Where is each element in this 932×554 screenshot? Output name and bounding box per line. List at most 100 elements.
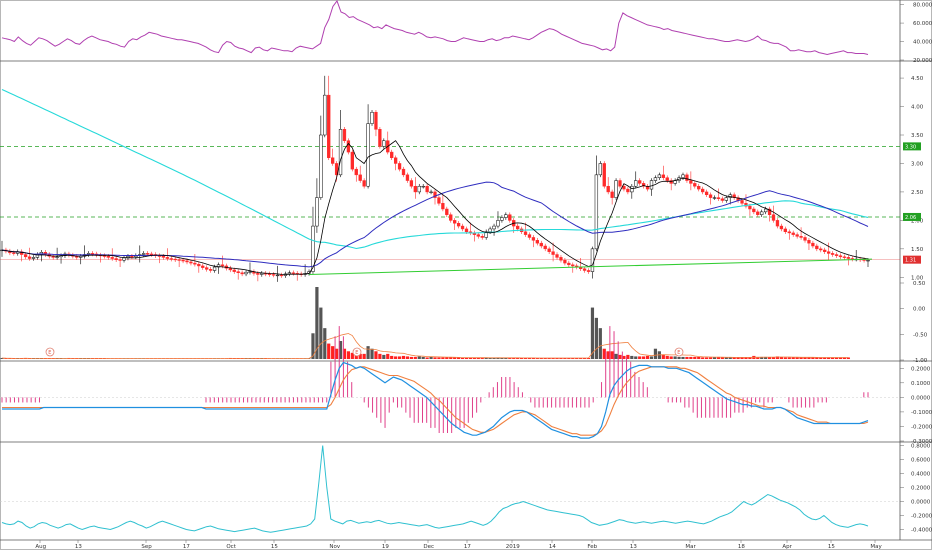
volume-bar bbox=[827, 357, 831, 359]
price-candle bbox=[704, 191, 709, 196]
price-candle bbox=[618, 180, 622, 187]
volume-bar bbox=[571, 357, 575, 359]
macd-tick-label: 0.2000 bbox=[911, 366, 931, 372]
price-candle bbox=[31, 257, 36, 259]
price-level-label: 1.31 bbox=[905, 258, 916, 264]
volume-bar bbox=[374, 351, 378, 359]
price-tick-label: 1.50 bbox=[911, 247, 924, 253]
price-candle bbox=[689, 180, 693, 184]
volume-bar bbox=[555, 357, 559, 359]
price-candle bbox=[779, 225, 784, 230]
price-candle bbox=[256, 273, 260, 275]
volume-bar bbox=[756, 356, 760, 359]
price-candle bbox=[413, 185, 417, 193]
price-tick-label: 2.00 bbox=[911, 218, 924, 224]
price-candle bbox=[149, 253, 154, 256]
volume-bar bbox=[724, 357, 728, 359]
volume-bar bbox=[523, 357, 528, 359]
price-candle bbox=[114, 258, 118, 260]
price-candle bbox=[823, 249, 827, 252]
price-candle bbox=[110, 257, 114, 259]
volume-bar bbox=[334, 348, 339, 359]
volume-bar bbox=[590, 307, 595, 359]
volume-bar bbox=[677, 356, 681, 359]
price-candle bbox=[429, 191, 433, 193]
price-candle bbox=[830, 253, 835, 255]
volume-bar bbox=[409, 356, 413, 359]
volume-bar bbox=[319, 307, 323, 359]
price-candle bbox=[362, 180, 366, 187]
price-candle bbox=[193, 262, 197, 265]
macd-tick-label: 0.0000 bbox=[911, 395, 931, 401]
price-candle bbox=[287, 272, 292, 275]
volume-bar bbox=[476, 357, 480, 359]
price-candle bbox=[228, 267, 232, 271]
price-candle bbox=[622, 185, 626, 190]
price-candle bbox=[118, 259, 122, 261]
volume-bar bbox=[846, 357, 850, 359]
volume-bar bbox=[783, 357, 787, 359]
volume-bar bbox=[775, 356, 780, 359]
price-candle bbox=[315, 197, 319, 227]
price-candle bbox=[559, 257, 563, 261]
price-candle bbox=[748, 205, 752, 210]
price-candle bbox=[488, 228, 492, 233]
volume-bar bbox=[401, 355, 406, 359]
volume-bar bbox=[771, 357, 776, 359]
volume-bar bbox=[630, 355, 634, 359]
oscillator-tick-label: 0.4000 bbox=[911, 472, 931, 478]
price-fast-ma-line bbox=[1, 140, 869, 275]
price-candle bbox=[685, 174, 689, 181]
volume-bar bbox=[626, 354, 630, 359]
volume-bar bbox=[366, 346, 370, 359]
volume-bar bbox=[594, 317, 598, 359]
price-candle bbox=[787, 231, 791, 234]
price-candle bbox=[492, 225, 496, 230]
earnings-marker bbox=[352, 347, 362, 357]
price-candle bbox=[161, 255, 166, 258]
price-trendline bbox=[309, 258, 873, 275]
price-candle bbox=[106, 255, 110, 258]
volume-bar bbox=[705, 357, 709, 359]
volume-bar bbox=[362, 353, 366, 359]
price-candle bbox=[433, 191, 437, 198]
volume-bar bbox=[543, 357, 547, 359]
price-candle bbox=[378, 129, 382, 147]
price-candle bbox=[653, 177, 658, 181]
price-candle bbox=[649, 180, 654, 190]
volume-bar bbox=[708, 357, 713, 359]
volume-bar bbox=[791, 357, 795, 359]
price-candle bbox=[216, 264, 221, 268]
price-slow-ma-line bbox=[1, 181, 869, 268]
price-candle bbox=[268, 273, 272, 275]
price-candle bbox=[27, 256, 32, 259]
price-candle bbox=[445, 208, 449, 215]
price-candle bbox=[480, 236, 484, 238]
volume-bar bbox=[472, 357, 476, 359]
price-candle bbox=[51, 255, 55, 258]
price-candle bbox=[212, 266, 217, 271]
volume-bar bbox=[492, 357, 496, 359]
price-candle bbox=[500, 217, 504, 221]
price-candle bbox=[819, 248, 823, 251]
price-candle bbox=[350, 151, 354, 170]
earnings-marker-label: E bbox=[355, 350, 358, 356]
price-candle bbox=[693, 183, 697, 187]
x-tick-label: Dec bbox=[423, 544, 434, 550]
price-tick-label: 4.50 bbox=[911, 76, 924, 82]
price-candle bbox=[397, 163, 402, 170]
price-candle bbox=[142, 253, 146, 255]
price-candle bbox=[661, 174, 665, 178]
price-candle bbox=[425, 185, 429, 193]
price-candle bbox=[291, 272, 295, 274]
earnings-marker-label: E bbox=[48, 350, 51, 356]
price-candle bbox=[201, 265, 205, 268]
x-tick-label: Sep bbox=[141, 544, 152, 550]
volume-bar bbox=[520, 357, 524, 359]
volume-bar bbox=[716, 356, 721, 359]
price-candle bbox=[508, 214, 512, 221]
price-candle bbox=[464, 228, 469, 233]
volume-bar bbox=[795, 357, 799, 359]
price-candle bbox=[551, 251, 555, 255]
